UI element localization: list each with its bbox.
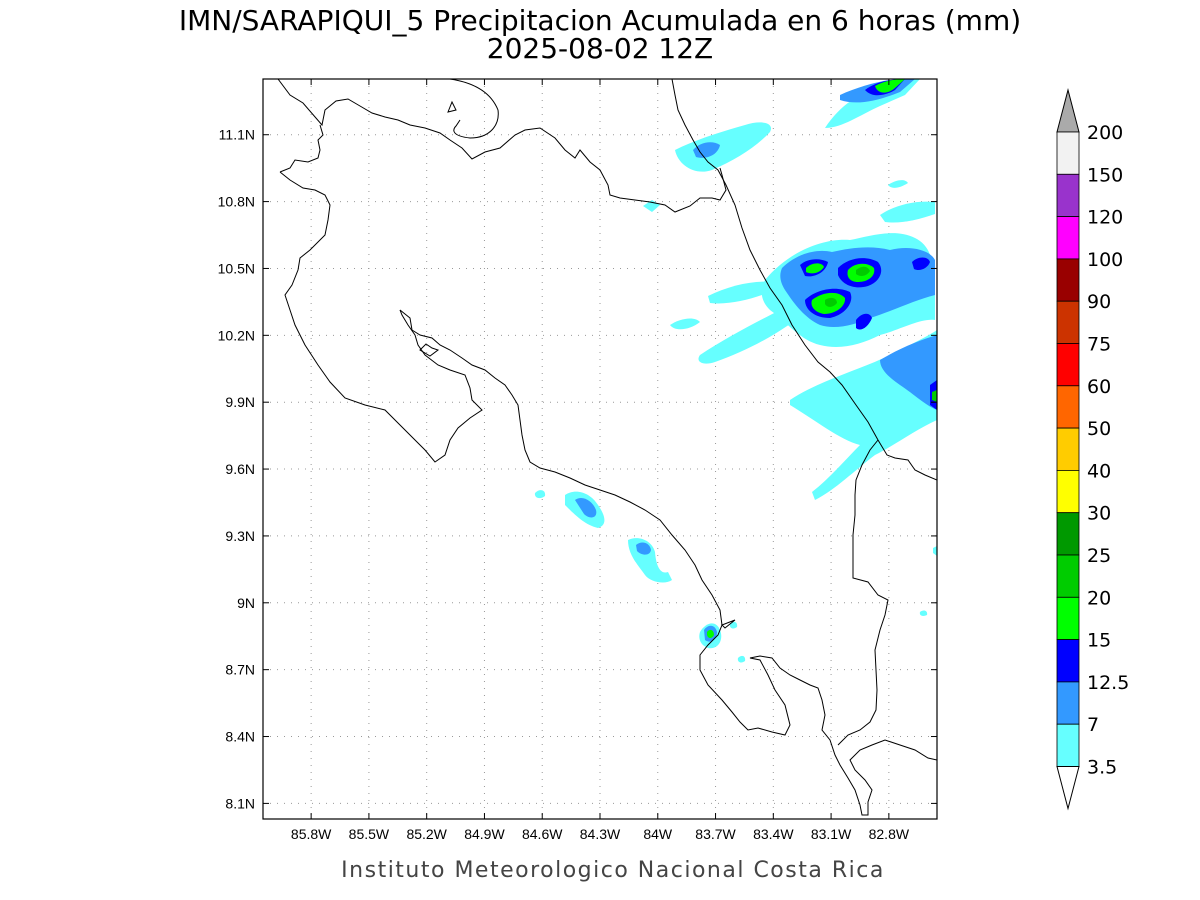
colorbar-label: 50: [1087, 418, 1111, 440]
y-tick-label: 10.2N: [218, 327, 255, 343]
colorbar-band: [1056, 427, 1080, 471]
colorbar-label: 75: [1087, 334, 1111, 356]
x-tick-label: 84.9W: [464, 826, 505, 842]
colorbar-label: 120: [1087, 207, 1123, 229]
y-tick-label: 8.7N: [225, 662, 255, 678]
y-tick-label: 10.8N: [218, 194, 255, 210]
x-tick-label: 84.3W: [580, 826, 621, 842]
x-tick-label: 83.1W: [811, 826, 852, 842]
osa-peninsula: [721, 619, 736, 629]
colorbar-band: [1056, 554, 1080, 598]
colorbar-band: [1056, 512, 1080, 556]
x-tick-label: 83.7W: [695, 826, 736, 842]
colorbar-band: [1056, 258, 1080, 302]
nicaragua-lake-outline: [449, 79, 499, 139]
panama-border: [837, 439, 889, 746]
precip-core-limon: [880, 335, 937, 410]
y-tick-label: 10.5N: [218, 260, 255, 276]
coastline-layer: [277, 79, 937, 816]
colorbar-band: [1056, 385, 1080, 429]
precip-core-central: [575, 498, 597, 518]
colorbar-band: [1056, 596, 1080, 640]
y-tick-label: 8.4N: [225, 729, 255, 745]
precip-green-top: [875, 79, 905, 93]
colorbar-band: [1056, 723, 1080, 767]
plot-background: [263, 79, 937, 819]
colorbar-label: 90: [1087, 291, 1111, 313]
precip-swaths-green: [707, 79, 937, 638]
x-tick-label: 84.6W: [522, 826, 563, 842]
y-tick-label: 11.1N: [219, 127, 255, 143]
precip-green-core-2: [825, 297, 837, 307]
colorbar-label: 20: [1087, 587, 1111, 609]
precip-area-north-dot: [888, 180, 908, 188]
colorbar-label: 40: [1087, 460, 1111, 482]
colorbar-band: [1056, 681, 1080, 725]
colorbar-label: 30: [1087, 503, 1111, 525]
precip-area-west-streak: [698, 300, 808, 364]
precip-green-core-1: [856, 266, 870, 276]
x-tick-label: 84W: [643, 826, 673, 842]
map-title-line2: 2025-08-02 12Z: [487, 32, 713, 65]
colorbar-band: [1056, 131, 1080, 175]
colorbar-under-triangle: [1056, 766, 1080, 811]
colorbar: 200 150 120 100 90 75 60 50 40 30 25 20 15 12.5 7 3.5: [1056, 88, 1129, 811]
precip-core-central-2: [636, 542, 651, 555]
colorbar-label: 100: [1087, 249, 1123, 271]
colorbar-band: [1056, 469, 1080, 514]
colorbar-band: [1056, 300, 1080, 344]
precip-core-tortuguero: [693, 142, 720, 158]
colorbar-over-triangle: [1056, 88, 1080, 133]
costa-rica-pacific-coast: [279, 124, 483, 463]
precip-area-central-dot: [534, 490, 546, 499]
graticule-grid: [263, 79, 937, 819]
nicoya-gulf-coast: [399, 309, 937, 816]
colorbar-band: [1056, 173, 1080, 218]
colorbar-label: 12.5: [1087, 672, 1129, 694]
x-tick-label: 85.5W: [349, 826, 390, 842]
y-tick-label: 8.1N: [225, 795, 255, 811]
colorbar-label: 3.5: [1087, 757, 1117, 779]
plot-area: 85.8W 85.5W 85.2W 84.9W 84.6W 84.3W 84W 83.7W 83…: [218, 78, 938, 842]
precip-green-east-edge: [932, 390, 937, 402]
colorbar-label: 7: [1087, 714, 1099, 736]
colorbar-label: 25: [1087, 545, 1111, 567]
y-tick-label: 9.3N: [225, 528, 255, 544]
precip-green-band-1: [806, 263, 824, 274]
nicoya-gulf-island: [419, 343, 440, 357]
colorbar-band: [1056, 343, 1080, 387]
nicaragua-coast: [277, 79, 727, 213]
y-tick-label: 9.9N: [225, 394, 255, 410]
axis-ticks: 85.8W 85.5W 85.2W 84.9W 84.6W 84.3W 84W 83.7W 83…: [218, 79, 937, 842]
x-tick-label: 85.8W: [291, 826, 332, 842]
x-tick-label: 83.4W: [753, 826, 794, 842]
y-tick-label: 9.6N: [225, 461, 255, 477]
colorbar-band: [1056, 639, 1080, 683]
map-credit: Instituto Meteorologico Nacional Costa R…: [341, 858, 885, 883]
colorbar-label: 15: [1087, 630, 1111, 652]
colorbar-label: 200: [1087, 122, 1123, 144]
y-tick-label: 9N: [237, 595, 255, 611]
precip-area-west-streak-2: [708, 281, 775, 304]
colorbar-label: 150: [1087, 164, 1123, 186]
lake-island: [447, 100, 457, 113]
map-title-line1: IMN/SARAPIQUI_5 Precipitacion Acumulada …: [179, 4, 1021, 37]
precip-area-small-west: [670, 318, 700, 330]
caribbean-coast: [671, 79, 937, 481]
x-tick-label: 85.2W: [406, 826, 447, 842]
colorbar-label: 60: [1087, 376, 1111, 398]
colorbar-band: [1056, 216, 1080, 260]
precip-green-osa: [707, 629, 714, 638]
x-tick-label: 82.8W: [869, 826, 910, 842]
precip-area-east-streak: [880, 201, 935, 223]
precip-area-tortuguero: [675, 122, 771, 172]
